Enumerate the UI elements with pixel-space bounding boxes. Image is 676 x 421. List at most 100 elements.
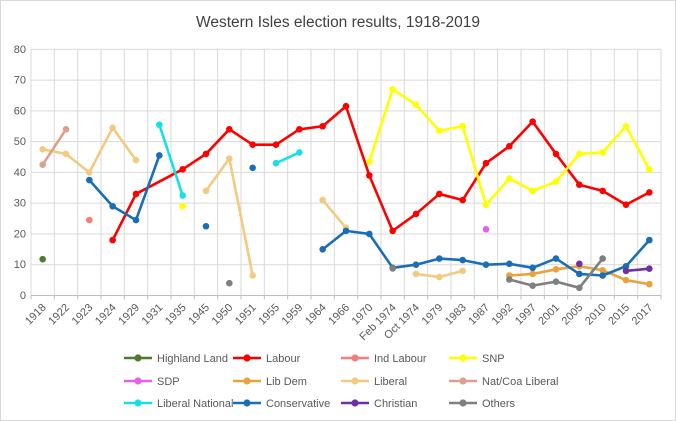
legend-marker-dot <box>459 354 467 362</box>
data-point-snp <box>459 122 466 130</box>
data-point-snp <box>482 201 490 209</box>
data-point-nat-coa-liberal <box>62 126 70 133</box>
series-line-conservative <box>88 154 161 222</box>
data-point-sdp <box>482 226 490 233</box>
data-point-liberal <box>412 270 420 278</box>
data-point-conservative <box>342 227 350 235</box>
y-tick-label: 80 <box>14 44 26 56</box>
data-point-liberal-national <box>156 121 163 128</box>
data-point-labour <box>482 159 490 167</box>
data-point-others <box>389 265 396 272</box>
data-point-labour <box>226 126 233 133</box>
x-tick-label: 1951 <box>233 302 259 328</box>
legend-marker-dot <box>134 377 142 385</box>
legend-item-others: Others <box>449 398 516 410</box>
data-point-liberal <box>436 273 443 281</box>
legend-marker-dot <box>134 354 142 362</box>
legend-item-label: Liberal <box>374 376 407 388</box>
legend-item-label: Nat/Coa Liberal <box>482 376 558 388</box>
series-others <box>226 255 606 292</box>
data-point-labour <box>622 201 630 209</box>
data-point-snp <box>529 187 536 195</box>
x-tick-label: 2015 <box>606 302 632 328</box>
x-tick-label: 2017 <box>630 302 656 328</box>
y-tick-label: 0 <box>20 290 26 302</box>
x-tick-label: 1918 <box>23 302 49 328</box>
data-point-christian <box>622 267 630 275</box>
data-point-liberal <box>132 156 140 164</box>
y-tick-label: 70 <box>14 75 26 87</box>
data-point-conservative <box>529 264 536 272</box>
legend-item-label: Conservative <box>266 398 330 410</box>
data-point-conservative <box>412 261 420 269</box>
data-point-christian <box>646 265 653 273</box>
legend-marker-dot <box>351 377 359 385</box>
data-point-labour <box>389 227 396 235</box>
x-tick-label: 2005 <box>560 302 586 328</box>
legend-item-label: SDP <box>157 376 180 388</box>
data-point-liberal <box>39 146 46 153</box>
data-point-labour <box>576 181 583 189</box>
data-point-labour <box>552 150 560 158</box>
legend-item-sdp: SDP <box>124 376 180 388</box>
data-point-liberal <box>109 124 116 132</box>
data-point-others <box>506 276 513 283</box>
data-point-snp <box>179 202 186 210</box>
data-point-christian <box>576 260 583 268</box>
legend-item-liberal: Liberal <box>341 376 407 388</box>
legend-item-label: Highland Land <box>157 353 228 365</box>
data-point-labour <box>459 196 466 204</box>
data-point-snp <box>576 150 583 158</box>
data-point-conservative <box>506 260 513 268</box>
y-tick-label: 20 <box>14 228 26 240</box>
series-line-liberal <box>41 126 138 174</box>
data-point-snp <box>646 166 653 173</box>
legend-item-highland-land: Highland Land <box>124 353 228 365</box>
data-point-liberal <box>62 150 70 158</box>
legend-marker-dot <box>243 354 251 362</box>
legend-item-nat-coa-liberal: Nat/Coa Liberal <box>449 376 558 388</box>
legend-marker-dot <box>243 377 251 385</box>
data-point-labour <box>109 236 116 244</box>
data-point-conservative <box>319 246 326 253</box>
x-tick-label: 1992 <box>490 302 516 328</box>
legend-item-label: Labour <box>266 353 301 365</box>
legend-item-ind-labour: Ind Labour <box>341 353 427 365</box>
axes: 0102030405060708019181922192319241929193… <box>14 44 662 343</box>
legend-item-liberal-national: Liberal National <box>124 398 233 410</box>
data-point-conservative <box>576 270 583 278</box>
data-point-labour <box>132 190 140 198</box>
legend-item-christian: Christian <box>341 398 417 410</box>
data-point-liberal <box>86 169 93 176</box>
data-point-labour <box>646 189 653 196</box>
data-point-lib-dem <box>646 280 653 288</box>
data-point-snp <box>506 175 513 182</box>
data-point-labour <box>436 190 443 198</box>
data-point-conservative <box>156 152 163 159</box>
data-point-highland-land <box>39 255 46 263</box>
data-point-liberal <box>249 272 256 279</box>
legend: Highland Land Labour Ind Labour SNP SDP Lib D… <box>124 353 558 410</box>
data-point-lib-dem <box>529 270 536 278</box>
data-point-labour <box>296 126 303 133</box>
data-point-others <box>552 278 560 285</box>
series-line-christian <box>624 267 651 273</box>
data-point-conservative <box>552 255 560 262</box>
data-point-snp <box>622 122 630 130</box>
data-point-snp <box>436 127 443 135</box>
legend-item-lib-dem: Lib Dem <box>233 376 307 388</box>
data-point-labour <box>599 187 606 195</box>
series-christian <box>576 260 653 275</box>
data-point-liberal <box>319 196 326 204</box>
legend-item-conservative: Conservative <box>233 398 330 410</box>
data-point-snp <box>599 149 606 156</box>
data-point-conservative <box>599 272 606 279</box>
y-tick-label: 40 <box>14 167 26 179</box>
data-point-snp <box>366 158 373 165</box>
x-tick-label: 1987 <box>466 302 492 328</box>
y-tick-label: 50 <box>14 136 26 148</box>
data-point-lib-dem <box>552 266 560 273</box>
x-tick-label: 1964 <box>303 302 329 328</box>
data-point-liberal-national <box>179 192 186 199</box>
